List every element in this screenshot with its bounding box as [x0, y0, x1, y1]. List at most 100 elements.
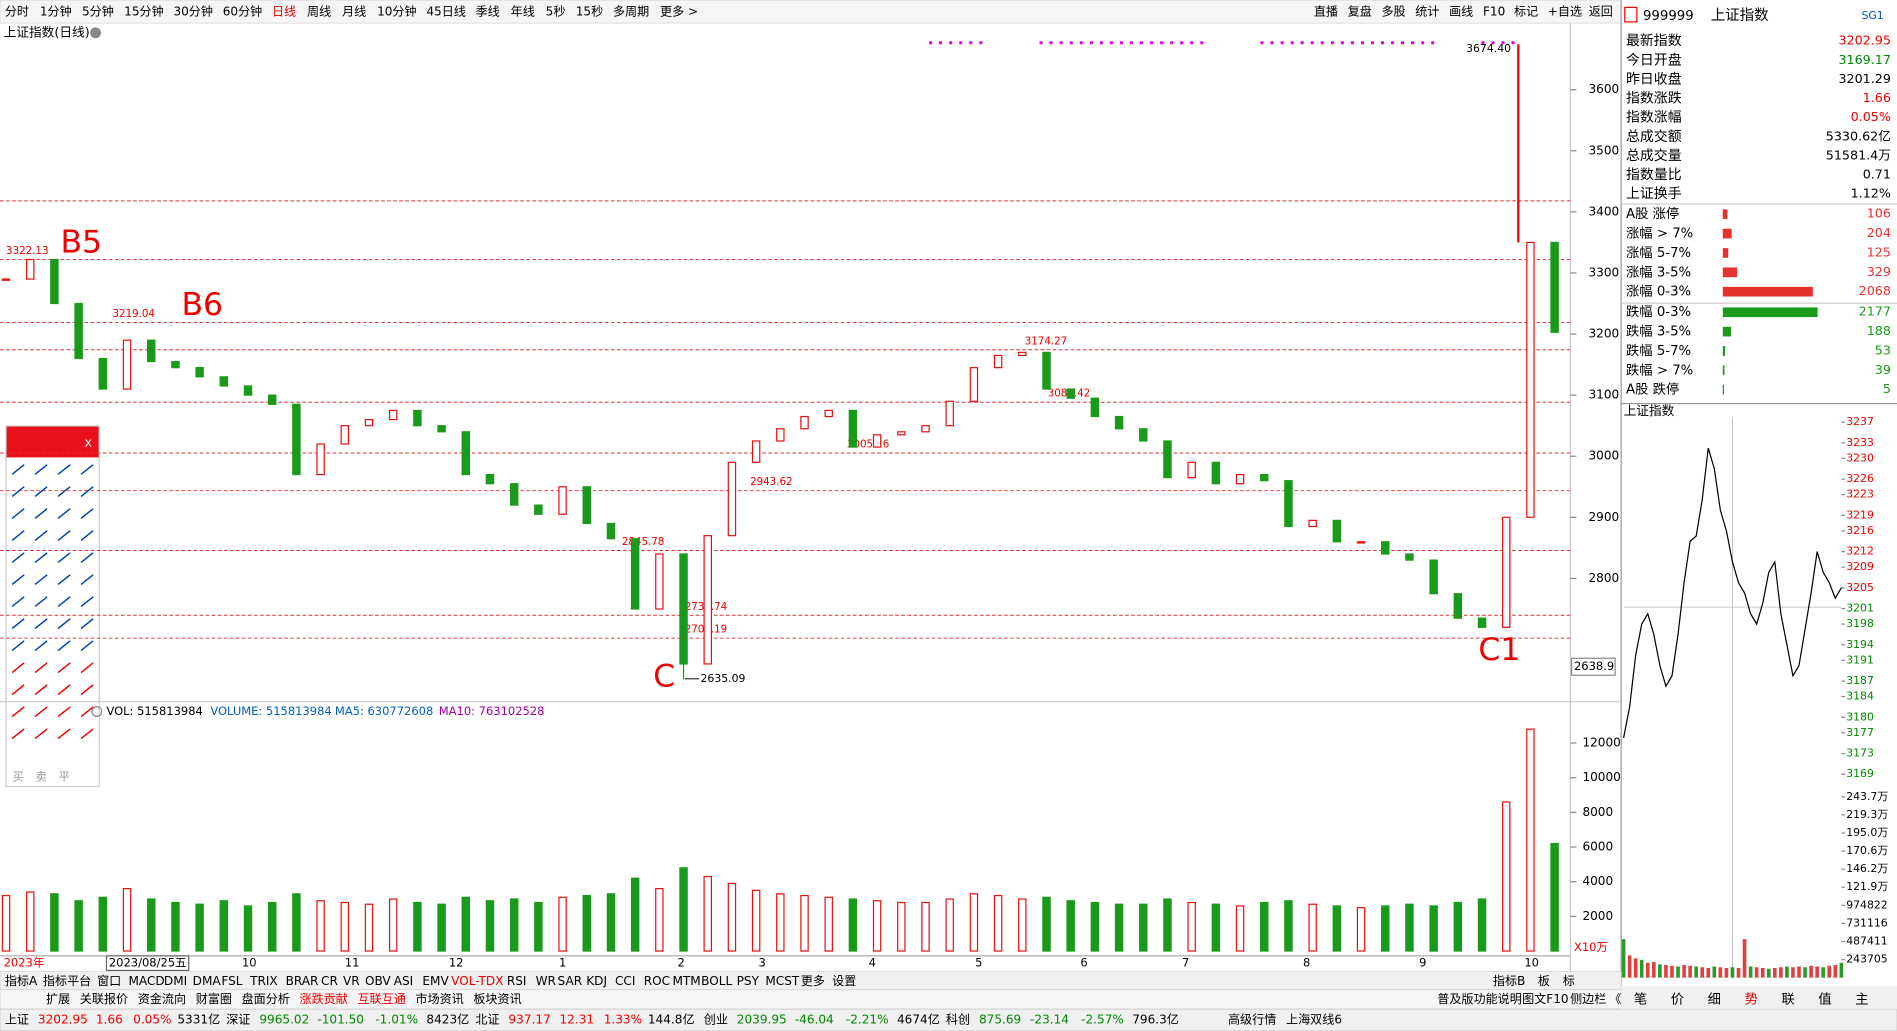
intraday-tab[interactable]: 细 — [1708, 991, 1721, 1007]
indicator-tab[interactable]: ROC — [644, 974, 670, 988]
tool-button[interactable]: F10 — [1483, 5, 1505, 19]
tool-icon[interactable] — [57, 486, 71, 497]
tool-icon[interactable] — [57, 464, 71, 475]
indicator-tab[interactable]: 指标平台 — [43, 973, 91, 988]
tool-icon[interactable] — [34, 662, 48, 674]
tool-icon[interactable] — [11, 530, 25, 541]
trade-button[interactable]: 卖 — [35, 769, 47, 783]
tool-icon[interactable] — [57, 728, 71, 740]
tool-icon[interactable] — [80, 574, 94, 586]
tool-icon[interactable] — [11, 574, 25, 586]
indicator-tab[interactable]: VOL-TDX — [451, 974, 503, 988]
period-tab[interactable]: 15秒 — [576, 5, 603, 19]
tool-icon[interactable] — [80, 596, 94, 608]
tool-icon[interactable] — [34, 552, 48, 564]
indicator-tab[interactable]: 指标B — [1493, 973, 1525, 988]
tool-button[interactable]: 统计 — [1415, 5, 1439, 19]
indicator-tab[interactable]: OBV — [365, 974, 391, 988]
indicator-tab[interactable]: 板 — [1538, 974, 1550, 988]
tool-icon[interactable] — [34, 508, 48, 519]
info-tab[interactable]: 扩展 — [46, 992, 70, 1006]
indicator-tab[interactable]: CR — [321, 974, 338, 988]
tool-icon[interactable] — [80, 728, 94, 740]
indicator-tab[interactable]: 窗口 — [97, 974, 121, 988]
tool-icon[interactable] — [34, 596, 48, 608]
indicator-tab[interactable]: MCST — [765, 974, 800, 988]
info-tab[interactable]: 资金流向 — [138, 991, 186, 1006]
tool-icon[interactable] — [34, 464, 48, 475]
tool-icon[interactable] — [57, 574, 71, 586]
info-tab[interactable]: 板块资讯 — [473, 992, 521, 1006]
period-tab[interactable]: 45日线 — [426, 5, 466, 19]
indicator-tab[interactable]: ASI — [394, 974, 414, 988]
tool-icon[interactable] — [80, 640, 94, 652]
period-tab[interactable]: 年线 — [511, 5, 535, 19]
indicator-tab[interactable]: BRAR — [286, 974, 319, 988]
indicator-tab[interactable]: VR — [343, 974, 360, 988]
info-tab[interactable]: 普及版功能说明 — [1437, 991, 1522, 1006]
tool-icon[interactable] — [57, 596, 71, 608]
indicator-tab[interactable]: TRIX — [249, 974, 278, 988]
period-tab[interactable]: 周线 — [307, 5, 331, 19]
period-tab[interactable]: 1分钟 — [40, 4, 72, 19]
tool-icon[interactable] — [80, 530, 94, 541]
indicator-tab[interactable]: PSY — [737, 974, 760, 988]
indicator-tab[interactable]: MTM — [672, 974, 700, 988]
period-tab[interactable]: 分时 — [5, 5, 29, 19]
tool-icon[interactable] — [34, 618, 48, 630]
title-dropdown[interactable] — [90, 27, 102, 39]
tool-icon[interactable] — [11, 486, 25, 497]
tool-icon[interactable] — [11, 618, 25, 630]
indicator-tab[interactable]: 指标A — [5, 973, 38, 988]
indicator-tab[interactable]: CCI — [615, 974, 635, 988]
info-tab[interactable]: 侧边栏 — [1570, 991, 1606, 1006]
tool-button[interactable]: 画线 — [1449, 5, 1473, 19]
info-tab[interactable]: 市场资讯 — [415, 991, 463, 1006]
tool-icon[interactable] — [11, 508, 25, 519]
tool-icon[interactable] — [80, 508, 94, 519]
period-tab[interactable]: 10分钟 — [377, 4, 417, 19]
tool-icon[interactable] — [57, 508, 71, 519]
tool-icon[interactable] — [80, 618, 94, 630]
tool-icon[interactable] — [34, 706, 48, 718]
tool-icon[interactable] — [80, 662, 94, 674]
tool-icon[interactable] — [34, 574, 48, 586]
tool-icon[interactable] — [80, 684, 94, 696]
period-tab[interactable]: 5秒 — [546, 5, 566, 19]
toolbox-close[interactable]: x — [85, 435, 92, 449]
tool-icon[interactable] — [34, 728, 48, 740]
tool-icon[interactable] — [57, 706, 71, 718]
indicator-tab[interactable]: 设置 — [832, 974, 856, 988]
tool-icon[interactable] — [57, 618, 71, 630]
intraday-tab[interactable]: 势 — [1745, 991, 1758, 1007]
tool-icon[interactable] — [57, 684, 71, 696]
tool-icon[interactable] — [57, 640, 71, 652]
intraday-tab[interactable]: 主 — [1855, 991, 1868, 1007]
tool-icon[interactable] — [80, 486, 94, 497]
indicator-tab[interactable]: SAR — [558, 974, 583, 988]
tool-icon[interactable] — [11, 464, 25, 475]
indicator-tab[interactable]: BOLL — [701, 974, 732, 988]
indicator-tab[interactable]: DMI — [164, 974, 187, 988]
tool-icon[interactable] — [11, 728, 25, 740]
intraday-tab[interactable]: 价 — [1671, 992, 1684, 1007]
tool-button[interactable]: 直播 — [1314, 5, 1338, 19]
tool-icon[interactable] — [57, 662, 71, 674]
tool-icon[interactable] — [80, 552, 94, 564]
period-tab[interactable]: 多周期 — [613, 5, 649, 19]
indicator-tab[interactable]: FSL — [221, 974, 242, 988]
period-tab[interactable]: 季线 — [476, 5, 500, 19]
period-tab[interactable]: 更多 > — [660, 5, 698, 19]
tool-icon[interactable] — [11, 706, 25, 718]
tool-icon[interactable] — [34, 640, 48, 652]
tool-icon[interactable] — [80, 706, 94, 718]
indicator-tab[interactable]: WR — [536, 974, 557, 988]
tool-icon[interactable] — [34, 684, 48, 696]
tool-button[interactable]: 标记 — [1514, 5, 1538, 19]
trade-button[interactable]: 平 — [58, 769, 70, 783]
period-tab[interactable]: 60分钟 — [223, 4, 263, 19]
tool-icon[interactable] — [11, 552, 25, 564]
info-tab[interactable]: 图文F10 — [1522, 991, 1568, 1006]
intraday-tab[interactable]: 值 — [1818, 991, 1831, 1007]
period-tab[interactable]: 月线 — [342, 5, 366, 19]
